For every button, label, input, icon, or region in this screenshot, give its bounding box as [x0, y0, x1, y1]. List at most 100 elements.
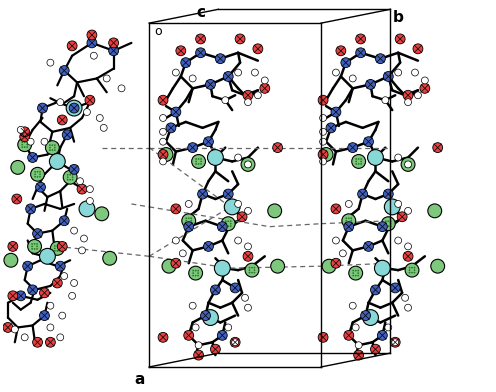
Circle shape	[21, 334, 28, 341]
Circle shape	[187, 143, 197, 152]
Circle shape	[242, 294, 248, 301]
Circle shape	[249, 166, 251, 168]
Circle shape	[100, 124, 107, 131]
Circle shape	[28, 152, 38, 162]
Circle shape	[348, 222, 350, 224]
Circle shape	[230, 220, 232, 222]
Circle shape	[395, 34, 405, 44]
Circle shape	[87, 30, 97, 40]
Circle shape	[431, 259, 444, 273]
Circle shape	[403, 90, 413, 100]
Circle shape	[385, 324, 392, 331]
Circle shape	[350, 218, 352, 219]
Circle shape	[271, 259, 285, 273]
Circle shape	[361, 310, 371, 321]
Circle shape	[86, 186, 93, 192]
Circle shape	[18, 138, 32, 152]
Circle shape	[49, 144, 51, 146]
Circle shape	[76, 178, 83, 185]
Circle shape	[186, 222, 187, 224]
Circle shape	[31, 243, 33, 245]
Circle shape	[225, 324, 232, 331]
Circle shape	[37, 171, 38, 173]
Circle shape	[345, 200, 352, 207]
Circle shape	[409, 272, 410, 274]
Circle shape	[202, 310, 218, 325]
Circle shape	[158, 95, 168, 105]
Circle shape	[70, 279, 77, 287]
Circle shape	[385, 225, 387, 227]
Circle shape	[405, 99, 412, 105]
Circle shape	[249, 161, 251, 163]
Circle shape	[66, 100, 82, 116]
Circle shape	[67, 176, 68, 178]
Text: a: a	[134, 372, 144, 387]
Circle shape	[352, 272, 354, 274]
Circle shape	[251, 267, 253, 269]
Circle shape	[409, 267, 410, 269]
Circle shape	[72, 179, 73, 181]
Circle shape	[248, 272, 250, 274]
Circle shape	[34, 171, 36, 173]
Text: o: o	[154, 25, 162, 38]
Circle shape	[371, 285, 380, 295]
Circle shape	[245, 161, 247, 163]
Circle shape	[319, 158, 326, 165]
Circle shape	[352, 270, 354, 272]
Circle shape	[355, 161, 357, 162]
Circle shape	[385, 223, 387, 225]
Circle shape	[39, 176, 41, 178]
Circle shape	[188, 218, 189, 219]
Circle shape	[34, 176, 36, 178]
Circle shape	[217, 222, 227, 232]
Circle shape	[395, 200, 402, 207]
Circle shape	[352, 324, 359, 331]
Circle shape	[46, 338, 56, 347]
Circle shape	[410, 166, 411, 168]
Circle shape	[273, 143, 283, 152]
Circle shape	[352, 154, 366, 169]
Circle shape	[69, 103, 79, 113]
Circle shape	[59, 245, 61, 247]
Circle shape	[49, 147, 51, 149]
Circle shape	[390, 220, 392, 222]
Circle shape	[190, 220, 192, 221]
Circle shape	[251, 69, 258, 76]
Circle shape	[103, 251, 117, 265]
Circle shape	[354, 350, 364, 360]
Circle shape	[198, 163, 199, 165]
Circle shape	[207, 150, 223, 165]
Circle shape	[28, 240, 42, 253]
Circle shape	[405, 207, 412, 214]
Circle shape	[318, 95, 328, 105]
Circle shape	[80, 235, 87, 242]
Circle shape	[225, 225, 227, 227]
Circle shape	[59, 250, 61, 252]
Circle shape	[39, 173, 41, 175]
Circle shape	[197, 272, 199, 274]
Circle shape	[374, 260, 390, 276]
Circle shape	[405, 163, 407, 165]
Circle shape	[96, 114, 103, 122]
Circle shape	[405, 243, 412, 250]
Circle shape	[357, 275, 359, 276]
Circle shape	[402, 294, 409, 301]
Circle shape	[28, 285, 38, 295]
Circle shape	[339, 250, 346, 257]
Circle shape	[319, 138, 326, 145]
Circle shape	[344, 222, 354, 232]
Circle shape	[260, 83, 270, 93]
Circle shape	[350, 220, 352, 221]
Circle shape	[235, 69, 242, 76]
Circle shape	[160, 114, 167, 122]
Circle shape	[382, 97, 389, 103]
Circle shape	[355, 270, 357, 272]
Circle shape	[26, 141, 28, 143]
Circle shape	[247, 166, 249, 168]
Circle shape	[342, 214, 356, 228]
Circle shape	[326, 123, 336, 133]
Circle shape	[67, 174, 68, 176]
Circle shape	[348, 218, 350, 219]
Circle shape	[57, 245, 58, 247]
Circle shape	[352, 275, 354, 276]
